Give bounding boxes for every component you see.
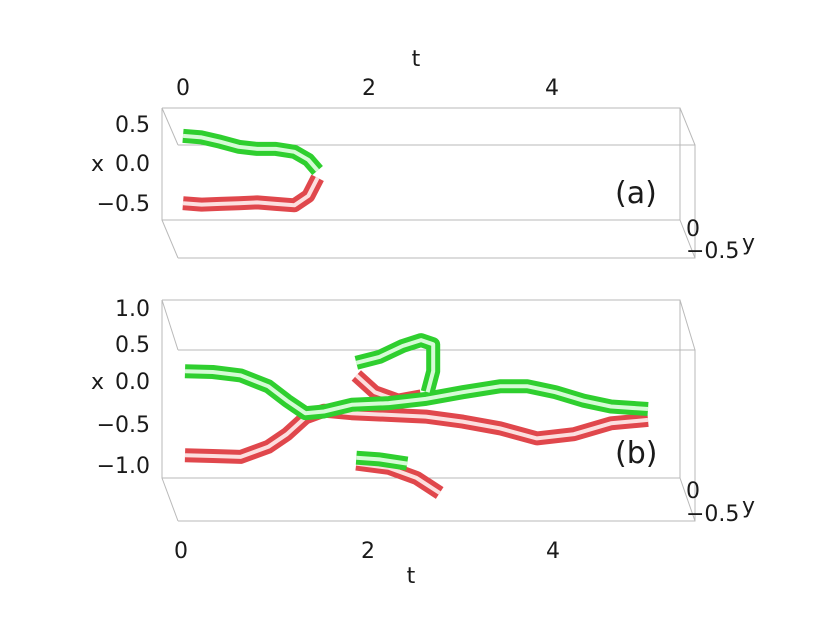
panel-a-xtick-1: 2 bbox=[362, 76, 376, 101]
panel-b-xlabel: t bbox=[407, 564, 416, 589]
panel-b-tube-highlight-green-1 bbox=[355, 338, 436, 393]
panel-a-xtick-2: 4 bbox=[545, 76, 559, 101]
panel-a-ytick-1: 0.0 bbox=[115, 152, 150, 177]
panel-a-xtick-0: 0 bbox=[176, 76, 190, 101]
panel-b-ytick-1: 0.5 bbox=[115, 333, 150, 358]
panel-a-ztick-1: −0.5 bbox=[686, 239, 739, 264]
panel-b-ylabel: x bbox=[91, 370, 104, 395]
panel-b-zlabel: y bbox=[742, 494, 755, 519]
panel-b-tube-highlight-green-0 bbox=[184, 369, 649, 416]
panel-a-xlabel: t bbox=[412, 47, 421, 72]
panel-a-tube-highlight-green-0 bbox=[182, 133, 320, 172]
panel-b-ytick-2: 0.0 bbox=[115, 370, 150, 395]
panel-a-zlabel: y bbox=[742, 231, 755, 256]
panel-a-ytick-2: −0.5 bbox=[97, 192, 150, 217]
panel-b-xtick-0: 0 bbox=[174, 539, 188, 564]
panel-b-tube-highlight-red-0 bbox=[184, 408, 649, 459]
panel-b-label: (b) bbox=[615, 436, 657, 471]
panel-a-ztick-0: 0 bbox=[686, 217, 700, 242]
panel-a-tube-highlight-red-0 bbox=[182, 176, 320, 208]
panel-a-ylabel: x bbox=[91, 152, 104, 177]
panel-b-ytick-0: 1.0 bbox=[115, 297, 150, 322]
panel-b-xtick-1: 2 bbox=[361, 539, 375, 564]
panel-b-ztick-1: −0.5 bbox=[686, 502, 739, 527]
panel-b-ztick-0: 0 bbox=[686, 479, 700, 504]
panel-a-ytick-0: 0.5 bbox=[115, 113, 150, 138]
panel-b-tube-highlight-green-2 bbox=[356, 455, 408, 466]
panel-b-ytick-4: −1.0 bbox=[97, 454, 150, 479]
panel-b-ytick-3: −0.5 bbox=[97, 413, 150, 438]
panel-b-xtick-2: 4 bbox=[546, 539, 560, 564]
panel-a-label: (a) bbox=[615, 176, 657, 211]
panel-a-box bbox=[161, 107, 696, 259]
